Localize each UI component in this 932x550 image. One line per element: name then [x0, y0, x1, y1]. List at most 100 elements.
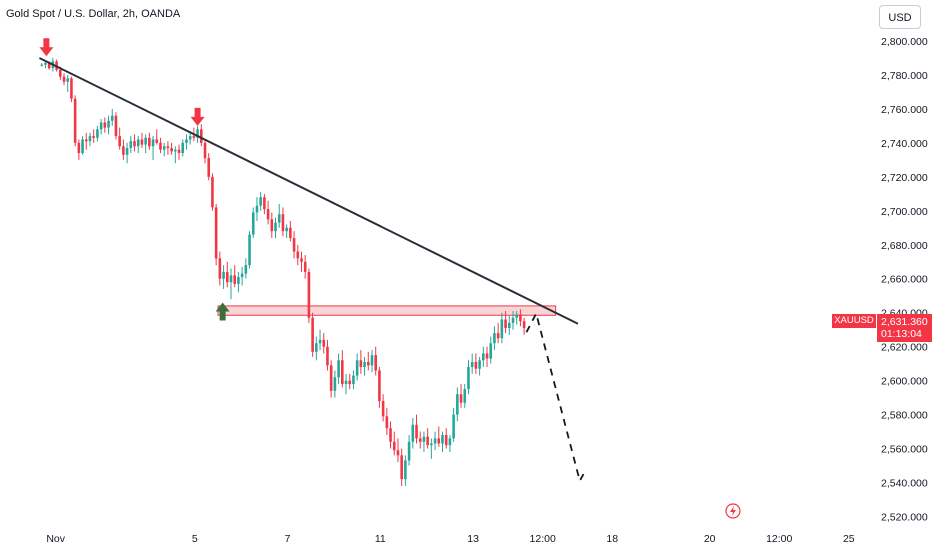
candle-body — [225, 271, 229, 283]
candle-body — [404, 460, 407, 480]
candle-body — [148, 137, 151, 147]
candle-body — [248, 234, 251, 266]
candle-body — [500, 319, 504, 339]
candle-body — [185, 139, 188, 143]
y-tick-label: 2,780.000 — [881, 70, 928, 82]
candle-body — [459, 394, 463, 403]
candle-body — [326, 346, 329, 366]
candle-body — [430, 443, 433, 446]
candle-body — [489, 343, 493, 359]
candle-body — [519, 314, 522, 322]
candle-body — [370, 355, 374, 366]
candle-body — [233, 275, 236, 284]
candle-body — [433, 438, 437, 444]
candle-body — [381, 401, 385, 417]
candle-body — [77, 142, 81, 154]
candle-body — [192, 136, 196, 138]
candle-body — [155, 139, 159, 143]
candle-body — [151, 139, 155, 147]
candle-body — [129, 141, 133, 148]
x-tick-label: Nov — [46, 533, 65, 545]
candle-body — [396, 450, 400, 456]
candle-body — [493, 333, 496, 344]
candle-body — [378, 370, 381, 402]
resistance-zone — [217, 305, 557, 316]
candle-body — [348, 380, 352, 385]
candle-body — [144, 137, 147, 145]
candle-body — [244, 265, 248, 274]
y-tick-label: 2,560.000 — [881, 444, 928, 456]
x-tick-label: 12:00 — [530, 533, 556, 545]
candle-body — [437, 438, 441, 444]
candle-body — [73, 98, 77, 143]
candle-body — [315, 343, 318, 352]
candle-body — [255, 205, 259, 213]
candle-body — [426, 436, 429, 446]
candle-body — [441, 434, 444, 444]
bar-countdown: 01:13:04 — [881, 328, 922, 340]
candle-body — [110, 115, 114, 121]
candle-body — [515, 314, 519, 318]
trendline — [38, 57, 579, 325]
candle-body — [415, 424, 418, 439]
candle-body — [222, 271, 225, 279]
candle-body — [337, 360, 340, 378]
candle-body — [140, 139, 144, 145]
candle-body — [422, 436, 426, 442]
buy-arrow-icon — [215, 302, 230, 321]
candle-body — [259, 197, 262, 206]
candle-body — [40, 64, 44, 66]
candle-body — [159, 142, 162, 150]
candle-body — [47, 63, 51, 69]
x-tick-label: 25 — [843, 533, 855, 545]
candle-body — [507, 322, 511, 328]
candle-body — [470, 361, 474, 368]
candle-body — [211, 176, 214, 208]
currency-button[interactable]: USD — [879, 5, 921, 29]
candle-body — [125, 147, 129, 155]
candle-body — [166, 146, 170, 148]
candle-body — [504, 319, 507, 328]
last-price-badge: 2,631.360 01:13:04 — [877, 314, 932, 342]
candle-body — [266, 209, 270, 220]
candle-body — [66, 78, 70, 82]
candle-body — [444, 434, 448, 446]
candle-body — [467, 367, 470, 390]
y-tick-label: 2,700.000 — [881, 206, 928, 218]
candle-body — [58, 69, 62, 77]
candle-body — [99, 122, 103, 130]
y-tick-label: 2,540.000 — [881, 478, 928, 490]
symbol-tag: XAUUSD — [832, 314, 876, 328]
candle-body — [270, 219, 274, 232]
candle-body — [307, 271, 311, 318]
y-tick-label: 2,520.000 — [881, 512, 928, 524]
candle-body — [374, 355, 378, 371]
candle-body — [136, 139, 140, 147]
candle-body — [329, 365, 333, 391]
candle-body — [496, 333, 500, 339]
lightning-glyph — [730, 506, 736, 516]
candle-body — [418, 438, 422, 442]
y-tick-label: 2,740.000 — [881, 138, 928, 150]
candle-body — [452, 414, 455, 439]
candle-body — [118, 136, 121, 147]
candle-body — [114, 115, 118, 137]
candle-body — [81, 139, 84, 154]
candle-body — [203, 142, 207, 159]
candle-body — [318, 339, 322, 344]
candle-body — [122, 146, 125, 155]
candle-body — [289, 227, 292, 238]
candle-body — [196, 129, 199, 138]
candle-body — [385, 416, 389, 429]
projection-path — [525, 311, 585, 484]
y-tick-label: 2,660.000 — [881, 274, 928, 286]
y-tick-label: 2,800.000 — [881, 36, 928, 48]
sell-arrow-icon — [39, 38, 54, 57]
candle-body — [214, 207, 218, 259]
candle-body — [263, 197, 266, 210]
candle-body — [355, 360, 359, 376]
candle-body — [181, 142, 185, 154]
candle-body — [311, 317, 314, 352]
candle-body — [392, 441, 396, 451]
